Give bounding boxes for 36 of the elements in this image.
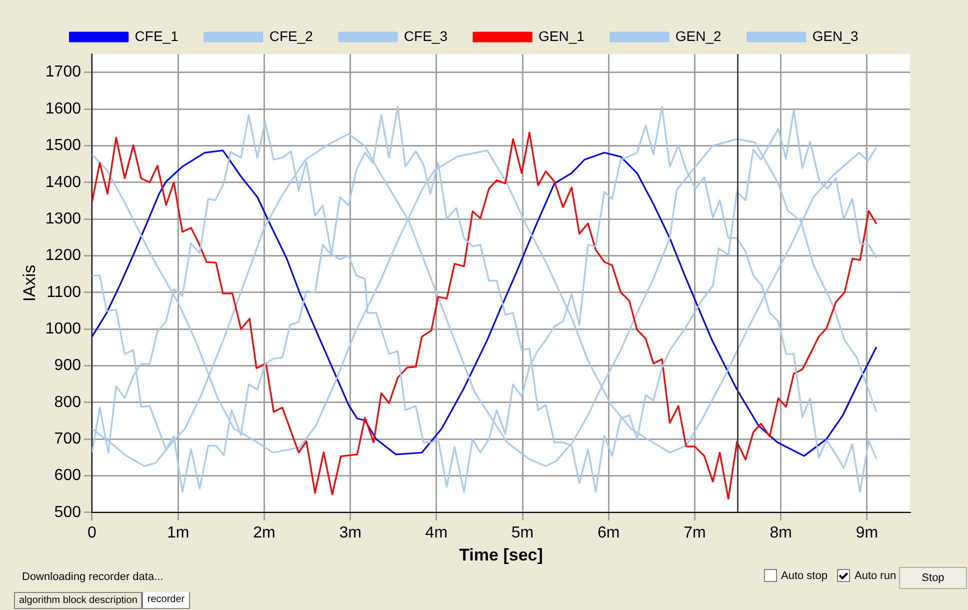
- x-tick-label: 1m: [166, 524, 190, 542]
- y-axis-title: IAxis: [20, 264, 39, 302]
- x-tick-label: 3m: [339, 524, 362, 542]
- x-tick-label: 5m: [511, 524, 534, 542]
- legend-label: CFE_2: [269, 28, 314, 44]
- y-tick-label: 1400: [45, 174, 82, 191]
- x-tick-label: 4m: [425, 524, 448, 542]
- x-tick-label: 9m: [856, 524, 878, 542]
- y-tick-label: 1100: [46, 284, 82, 301]
- x-tick-label: 6m: [598, 524, 620, 542]
- text: Auto run: [854, 570, 896, 582]
- legend-label: GEN_1: [538, 28, 585, 44]
- legend-label: GEN_2: [675, 28, 722, 44]
- text: Stop: [899, 567, 967, 589]
- x-tick-label: 7m: [684, 524, 706, 542]
- text: Auto stop: [781, 570, 828, 582]
- y-tick-label: 1000: [45, 320, 82, 338]
- y-tick-label: 1700: [45, 64, 82, 81]
- y-tick-label: 1500: [45, 137, 82, 154]
- legend-label: CFE_1: [134, 28, 179, 44]
- legend-label: GEN_3: [812, 28, 858, 44]
- x-axis-title: Time [sec]: [459, 545, 543, 564]
- y-tick-label: 800: [54, 394, 82, 411]
- y-tick-label: 1200: [45, 247, 82, 264]
- x-tick-label: 8m: [770, 524, 792, 542]
- x-tick-label: 2m: [253, 524, 276, 542]
- y-tick-label: 500: [54, 504, 82, 521]
- y-tick-label: 1600: [45, 100, 82, 118]
- legend-label: CFE_3: [404, 28, 448, 44]
- y-tick-label: 900: [54, 357, 82, 374]
- y-tick-label: 600: [54, 467, 82, 484]
- y-tick-label: 700: [54, 430, 82, 448]
- text: Downloading recorder data...: [22, 571, 164, 583]
- x-tick-label: 0: [88, 524, 97, 542]
- text: algorithm block description: [14, 592, 142, 609]
- y-tick-label: 1300: [45, 210, 82, 228]
